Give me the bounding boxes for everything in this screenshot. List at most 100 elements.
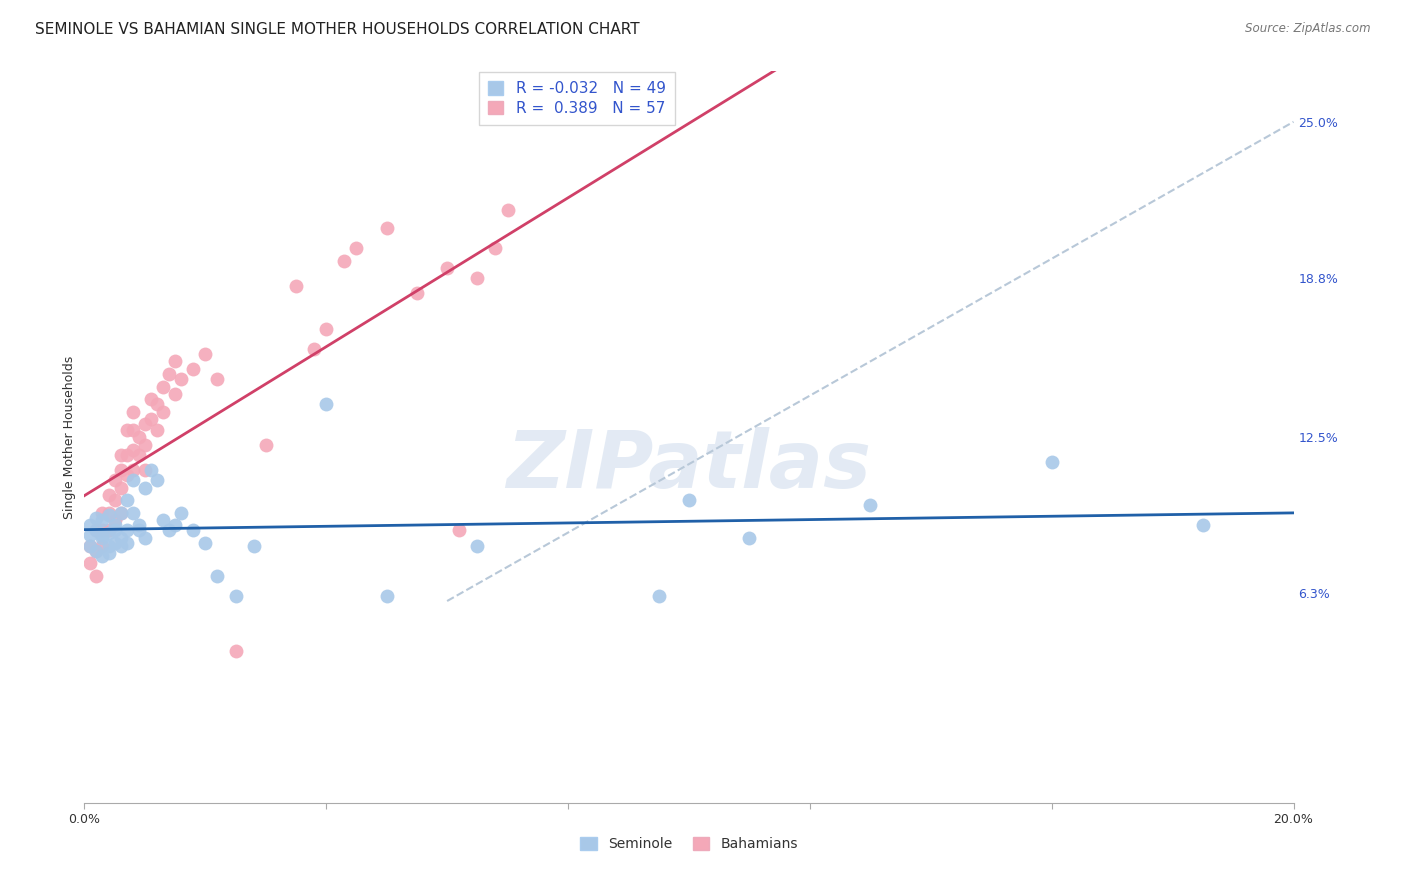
Point	[302, 342, 325, 356]
Point	[225, 644, 247, 658]
Point	[207, 569, 229, 583]
Point	[165, 518, 187, 533]
Point	[484, 241, 506, 255]
Point	[115, 448, 138, 462]
Point	[115, 423, 138, 437]
Point	[86, 543, 108, 558]
Point	[170, 372, 193, 386]
Point	[315, 321, 337, 335]
Point	[375, 220, 398, 235]
Point	[128, 448, 150, 462]
Point	[1192, 518, 1215, 533]
Point	[97, 524, 120, 538]
Point	[139, 412, 162, 426]
Point	[97, 488, 120, 502]
Point	[678, 493, 700, 508]
Point	[97, 508, 120, 523]
Point	[115, 524, 138, 538]
Point	[128, 518, 150, 533]
Point	[1040, 455, 1063, 469]
Point	[91, 539, 114, 553]
Point	[194, 536, 217, 550]
Point	[242, 539, 264, 553]
Point	[648, 589, 671, 603]
Text: Source: ZipAtlas.com: Source: ZipAtlas.com	[1246, 22, 1371, 36]
Point	[181, 524, 204, 538]
Point	[165, 354, 187, 368]
Point	[406, 286, 429, 301]
Point	[152, 379, 174, 393]
Point	[436, 261, 458, 276]
Point	[97, 525, 120, 540]
Point	[449, 524, 471, 538]
Point	[115, 467, 138, 482]
Point	[110, 539, 132, 553]
Point	[121, 506, 143, 520]
Text: ZIPatlas: ZIPatlas	[506, 427, 872, 506]
Point	[134, 481, 156, 495]
Point	[128, 430, 150, 444]
Point	[346, 241, 368, 255]
Point	[134, 417, 156, 432]
Point	[139, 392, 162, 407]
Point	[121, 463, 143, 477]
Point	[110, 506, 132, 520]
Point	[104, 518, 127, 533]
Point	[91, 531, 114, 545]
Point	[121, 473, 143, 487]
Point	[121, 442, 143, 457]
Point	[254, 437, 277, 451]
Point	[104, 524, 127, 538]
Point	[146, 397, 169, 411]
Y-axis label: Single Mother Households: Single Mother Households	[63, 355, 76, 519]
Point	[86, 510, 108, 524]
Point	[146, 473, 169, 487]
Point	[79, 539, 101, 553]
Point	[315, 397, 337, 411]
Text: SEMINOLE VS BAHAMIAN SINGLE MOTHER HOUSEHOLDS CORRELATION CHART: SEMINOLE VS BAHAMIAN SINGLE MOTHER HOUSE…	[35, 22, 640, 37]
Point	[110, 506, 132, 520]
Point	[86, 524, 108, 538]
Point	[79, 528, 101, 542]
Point	[738, 531, 761, 545]
Point	[152, 513, 174, 527]
Legend: Seminole, Bahamians: Seminole, Bahamians	[572, 830, 806, 858]
Point	[157, 367, 180, 381]
Point	[110, 531, 132, 545]
Point	[225, 589, 247, 603]
Point	[91, 549, 114, 563]
Point	[110, 481, 132, 495]
Point	[134, 437, 156, 451]
Point	[121, 405, 143, 419]
Point	[110, 463, 132, 477]
Point	[91, 513, 114, 527]
Point	[91, 524, 114, 538]
Point	[207, 372, 229, 386]
Point	[134, 463, 156, 477]
Point	[467, 271, 489, 285]
Point	[194, 347, 217, 361]
Point	[110, 448, 132, 462]
Point	[104, 513, 127, 527]
Point	[104, 536, 127, 550]
Point	[91, 506, 114, 520]
Point	[97, 539, 120, 553]
Point	[285, 278, 308, 293]
Point	[104, 473, 127, 487]
Point	[104, 493, 127, 508]
Point	[859, 498, 882, 512]
Point	[91, 528, 114, 542]
Point	[165, 387, 187, 401]
Point	[86, 524, 108, 538]
Point	[79, 518, 101, 533]
Point	[496, 203, 519, 218]
Point	[115, 493, 138, 508]
Point	[128, 524, 150, 538]
Point	[170, 506, 193, 520]
Point	[97, 506, 120, 520]
Point	[152, 405, 174, 419]
Point	[139, 463, 162, 477]
Point	[79, 556, 101, 570]
Point	[115, 536, 138, 550]
Point	[121, 423, 143, 437]
